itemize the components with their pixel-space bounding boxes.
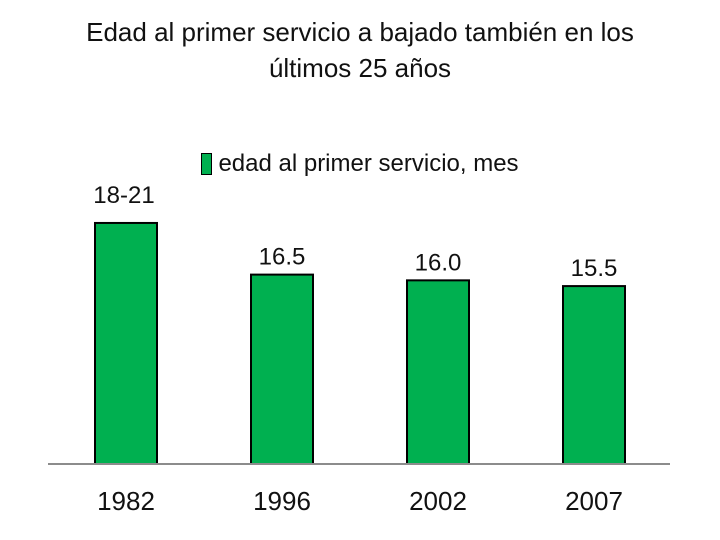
x-tick-label-2007: 2007 [565,486,623,516]
chart-title: Edad al primer servicio a bajado también… [0,14,720,86]
data-label-2007: 15.5 [571,255,618,282]
x-tick-label-1996: 1996 [253,486,311,516]
chart-title-line-1: Edad al primer servicio a bajado también… [86,17,634,47]
bar-1996 [250,273,314,466]
legend-swatch [201,153,213,175]
data-label-1996: 16.5 [259,244,306,271]
data-label-1982: 18-21 [93,182,154,209]
chart-title-line-2: últimos 25 años [268,53,452,83]
legend-label: edad al primer servicio, mes [218,150,519,177]
bar-1982 [94,221,158,465]
x-tick-label-2002: 2002 [409,486,467,516]
legend: edad al primer servicio, mes [0,150,720,178]
data-label-2002: 16.0 [415,249,462,276]
x-tick-label-1982: 1982 [97,486,155,516]
bar-2002 [406,279,470,466]
bar-2007 [562,285,626,465]
